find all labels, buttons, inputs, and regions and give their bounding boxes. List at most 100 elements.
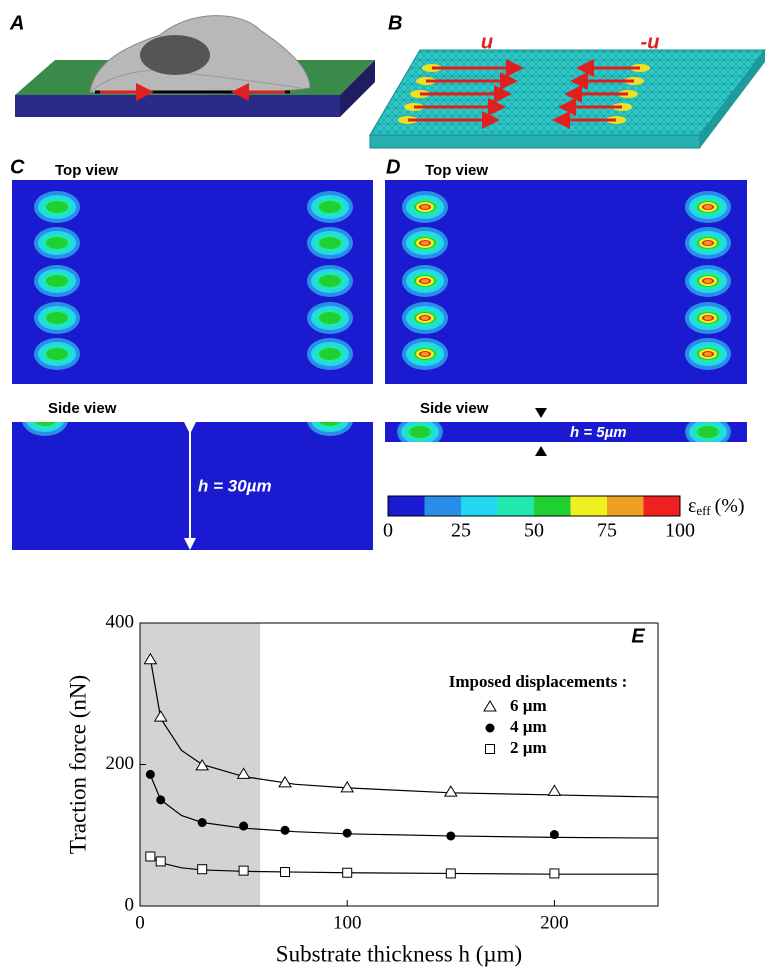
marker <box>549 868 560 879</box>
marker <box>239 821 249 831</box>
arrow-label: u <box>481 31 493 53</box>
legend-marker <box>485 744 495 754</box>
strain-spot <box>319 237 341 249</box>
label-part: eff <box>696 503 711 518</box>
strain-spot <box>421 279 429 283</box>
nucleus <box>140 35 210 75</box>
marker <box>278 775 292 788</box>
slab-front <box>15 95 340 117</box>
legend-label: 4 µm <box>510 717 547 736</box>
y-tick-label: 400 <box>106 611 135 632</box>
marker <box>547 784 562 796</box>
arrow-label: -u <box>641 31 660 53</box>
x-tick-label: 0 <box>135 912 145 933</box>
colorbar-tick-label: 100 <box>665 520 695 542</box>
strain-spot <box>704 241 712 245</box>
strain-spot <box>46 201 68 213</box>
panel-a: A <box>9 12 375 117</box>
label-part: ε <box>688 495 696 517</box>
chart: 0 200 400 0 100 200 Substrate thickness h (µm)… <box>65 611 659 966</box>
strain-spot <box>704 279 712 283</box>
legend-label: 6 µm <box>510 696 547 715</box>
legend-marker <box>485 723 495 733</box>
marker <box>156 795 166 805</box>
colorbar-cell <box>570 496 607 516</box>
colorbar-cell <box>424 496 461 516</box>
view-label: Top view <box>425 162 488 179</box>
side-view <box>12 422 373 550</box>
colorbar-cell <box>534 496 571 516</box>
marker <box>143 652 158 665</box>
panel-label: B <box>388 12 402 34</box>
colorbar-cell <box>388 496 425 516</box>
mesh-front <box>369 134 701 149</box>
y-axis-label: Traction force (nN) <box>65 675 90 854</box>
strain-spot <box>704 316 712 320</box>
strain-spot <box>421 352 429 356</box>
colorbar-cell <box>497 496 534 516</box>
strain-spot <box>46 275 68 287</box>
slab-side <box>340 60 375 117</box>
x-tick-label: 100 <box>333 912 362 933</box>
colorbar-cell <box>461 496 498 516</box>
marker <box>445 868 456 879</box>
view-label: Top view <box>55 162 118 179</box>
panel-label: C <box>10 156 25 178</box>
colorbar-frame <box>387 495 681 517</box>
side-view <box>385 422 747 442</box>
strain-spot <box>319 422 341 426</box>
panel-label: D <box>386 156 400 178</box>
colorbar-tick-label: 75 <box>597 520 617 542</box>
colorbar-tick-label: 25 <box>451 520 471 542</box>
mesh-side <box>700 50 765 148</box>
legend-marker <box>483 700 497 712</box>
marker <box>238 865 249 876</box>
colorbar-tick-label: 50 <box>524 520 544 542</box>
marker <box>340 780 355 793</box>
label-part: (%) <box>715 495 745 517</box>
legend-label: 2 µm <box>510 738 547 757</box>
fit-line <box>149 658 659 798</box>
marker <box>280 825 290 835</box>
colorbar: 0 25 50 75 100 εeff (%) <box>383 495 745 542</box>
y-tick-label: 0 <box>125 894 135 915</box>
panel-b: B u -u <box>369 12 767 149</box>
strain-spot <box>46 237 68 249</box>
x-axis-label: Substrate thickness h (µm) <box>276 941 522 966</box>
marker <box>145 851 156 862</box>
strain-spot <box>319 348 341 360</box>
panel-c: C Top view Side view <box>10 156 373 550</box>
marker <box>145 769 155 779</box>
view-label: Side view <box>48 400 117 417</box>
colorbar-cell <box>607 496 644 516</box>
panel-d: D Top view Side view <box>385 156 747 442</box>
strain-spot <box>421 241 429 245</box>
strain-spot <box>704 352 712 356</box>
marker <box>535 446 547 456</box>
marker <box>443 785 458 797</box>
strain-spot <box>697 426 719 438</box>
strain-spot <box>421 316 429 320</box>
colorbar-cell <box>643 496 680 516</box>
strain-spot <box>46 312 68 324</box>
overlay: h = 30µm h = 5µm <box>184 408 627 550</box>
strain-spot <box>319 201 341 213</box>
y-tick-label: 200 <box>106 753 135 774</box>
strain-spot <box>34 422 56 426</box>
marker <box>195 758 210 771</box>
marker <box>197 864 208 875</box>
fit-line <box>150 855 658 875</box>
marker <box>549 830 559 840</box>
x-tick-label: 200 <box>540 912 569 933</box>
marker <box>446 831 456 841</box>
colorbar-label: εeff (%) <box>688 495 745 518</box>
colorbar-tick-label: 0 <box>383 520 393 542</box>
marker <box>236 767 251 779</box>
marker <box>342 867 353 878</box>
marker <box>342 828 352 838</box>
marker <box>197 818 207 828</box>
marker <box>155 856 166 867</box>
legend-title: Imposed displacements : <box>449 672 628 691</box>
strain-spot <box>409 426 431 438</box>
